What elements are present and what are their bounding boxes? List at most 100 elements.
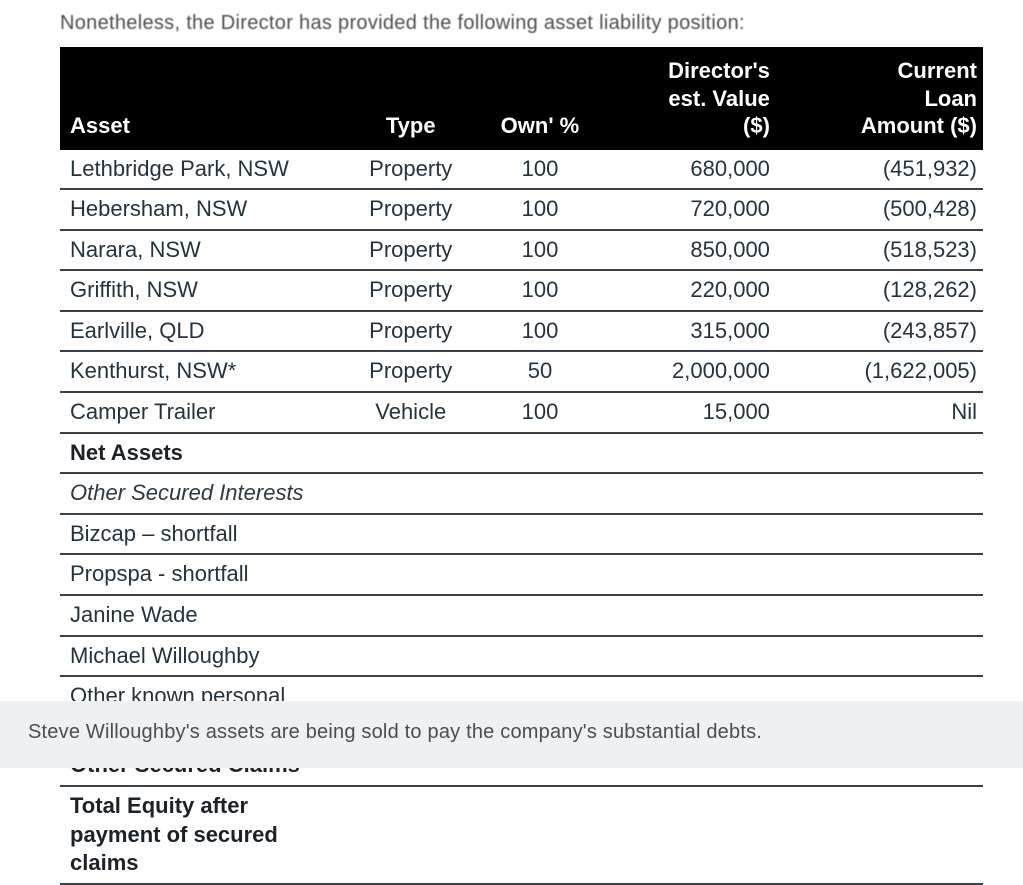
cell-type: Property	[346, 351, 475, 392]
col-value-line1: Director's	[668, 58, 770, 83]
intro-text: Nonetheless, the Director has provided t…	[60, 12, 983, 35]
cell-loan: (128,262)	[780, 270, 983, 311]
cell-own: 100	[475, 150, 604, 190]
col-own-label: Own' %	[501, 113, 580, 138]
cell-asset: Griffith, NSW	[60, 270, 346, 311]
section-label: Other Secured Interests	[60, 473, 346, 514]
cell-type: Property	[346, 230, 475, 271]
cell-empty	[475, 514, 604, 555]
section-label: Total Equity after payment of secured cl…	[60, 786, 346, 884]
table-section-row: Bizcap – shortfall	[60, 514, 983, 555]
cell-type: Property	[346, 189, 475, 230]
cell-empty	[346, 514, 475, 555]
cell-empty	[605, 433, 780, 474]
cell-empty	[780, 554, 983, 595]
col-value-header: Director's est. Value ($)	[605, 47, 780, 150]
cell-empty	[346, 473, 475, 514]
cell-value: 680,000	[605, 150, 780, 190]
cell-type: Vehicle	[346, 392, 475, 433]
cell-loan: (500,428)	[780, 189, 983, 230]
cell-empty	[780, 786, 983, 884]
cell-empty	[780, 595, 983, 636]
cell-empty	[605, 473, 780, 514]
cell-empty	[475, 554, 604, 595]
cell-empty	[475, 636, 604, 677]
table-row: Earlville, QLDProperty100315,000(243,857…	[60, 311, 983, 352]
cell-asset: Camper Trailer	[60, 392, 346, 433]
col-loan-line2: Loan	[924, 86, 977, 111]
table-row: Camper TrailerVehicle10015,000Nil	[60, 392, 983, 433]
cell-empty	[780, 473, 983, 514]
section-label: Michael Willoughby	[60, 636, 346, 677]
cell-asset: Lethbridge Park, NSW	[60, 150, 346, 190]
col-asset-header: Asset	[60, 47, 346, 150]
cell-empty	[346, 636, 475, 677]
table-section-row: Propspa - shortfall	[60, 554, 983, 595]
col-type-label: Type	[386, 113, 436, 138]
table-row: Hebersham, NSWProperty100720,000(500,428…	[60, 189, 983, 230]
cell-loan: (243,857)	[780, 311, 983, 352]
cell-empty	[475, 786, 604, 884]
cell-loan: Nil	[780, 392, 983, 433]
cell-value: 15,000	[605, 392, 780, 433]
table-row: Lethbridge Park, NSWProperty100680,000(4…	[60, 150, 983, 190]
cell-own: 50	[475, 351, 604, 392]
col-value-line3: ($)	[743, 113, 770, 138]
section-label: Propspa - shortfall	[60, 554, 346, 595]
table-section-row: Michael Willoughby	[60, 636, 983, 677]
cell-empty	[346, 433, 475, 474]
section-label: Bizcap – shortfall	[60, 514, 346, 555]
cell-loan: (1,622,005)	[780, 351, 983, 392]
table-header-row: Asset Type Own' % Director's est. Value …	[60, 47, 983, 150]
cell-value: 850,000	[605, 230, 780, 271]
cell-empty	[346, 786, 475, 884]
cell-empty	[780, 514, 983, 555]
cell-asset: Hebersham, NSW	[60, 189, 346, 230]
cell-empty	[475, 433, 604, 474]
table-section-row: Total Equity after payment of secured cl…	[60, 786, 983, 884]
col-loan-line1: Current	[898, 58, 977, 83]
cell-own: 100	[475, 230, 604, 271]
cell-value: 315,000	[605, 311, 780, 352]
cell-empty	[475, 473, 604, 514]
table-section-row: Net Assets	[60, 433, 983, 474]
cell-value: 2,000,000	[605, 351, 780, 392]
col-asset-label: Asset	[70, 113, 130, 138]
col-value-line2: est. Value	[668, 86, 770, 111]
cell-empty	[605, 514, 780, 555]
col-type-header: Type	[346, 47, 475, 150]
col-loan-header: Current Loan Amount ($)	[780, 47, 983, 150]
cell-empty	[346, 554, 475, 595]
table-row: Kenthurst, NSW*Property502,000,000(1,622…	[60, 351, 983, 392]
cell-type: Property	[346, 270, 475, 311]
cell-empty	[605, 595, 780, 636]
table-section-row: Other Secured Interests	[60, 473, 983, 514]
cell-own: 100	[475, 270, 604, 311]
section-label: Net Assets	[60, 433, 346, 474]
col-own-header: Own' %	[475, 47, 604, 150]
table-section-row: Janine Wade	[60, 595, 983, 636]
cell-loan: (518,523)	[780, 230, 983, 271]
cell-own: 100	[475, 311, 604, 352]
cell-value: 720,000	[605, 189, 780, 230]
cell-own: 100	[475, 189, 604, 230]
cell-empty	[346, 595, 475, 636]
cell-value: 220,000	[605, 270, 780, 311]
table-row: Griffith, NSWProperty100220,000(128,262)	[60, 270, 983, 311]
cell-empty	[780, 636, 983, 677]
col-loan-line3: Amount ($)	[861, 113, 977, 138]
cell-asset: Narara, NSW	[60, 230, 346, 271]
cell-empty	[605, 554, 780, 595]
table-row: Narara, NSWProperty100850,000(518,523)	[60, 230, 983, 271]
cell-asset: Earlville, QLD	[60, 311, 346, 352]
cell-type: Property	[346, 150, 475, 190]
cell-own: 100	[475, 392, 604, 433]
cell-empty	[475, 595, 604, 636]
cell-type: Property	[346, 311, 475, 352]
cell-asset: Kenthurst, NSW*	[60, 351, 346, 392]
section-label: Janine Wade	[60, 595, 346, 636]
cell-empty	[780, 433, 983, 474]
cell-empty	[605, 636, 780, 677]
image-caption: Steve Willoughby's assets are being sold…	[0, 701, 1023, 768]
cell-empty	[605, 786, 780, 884]
